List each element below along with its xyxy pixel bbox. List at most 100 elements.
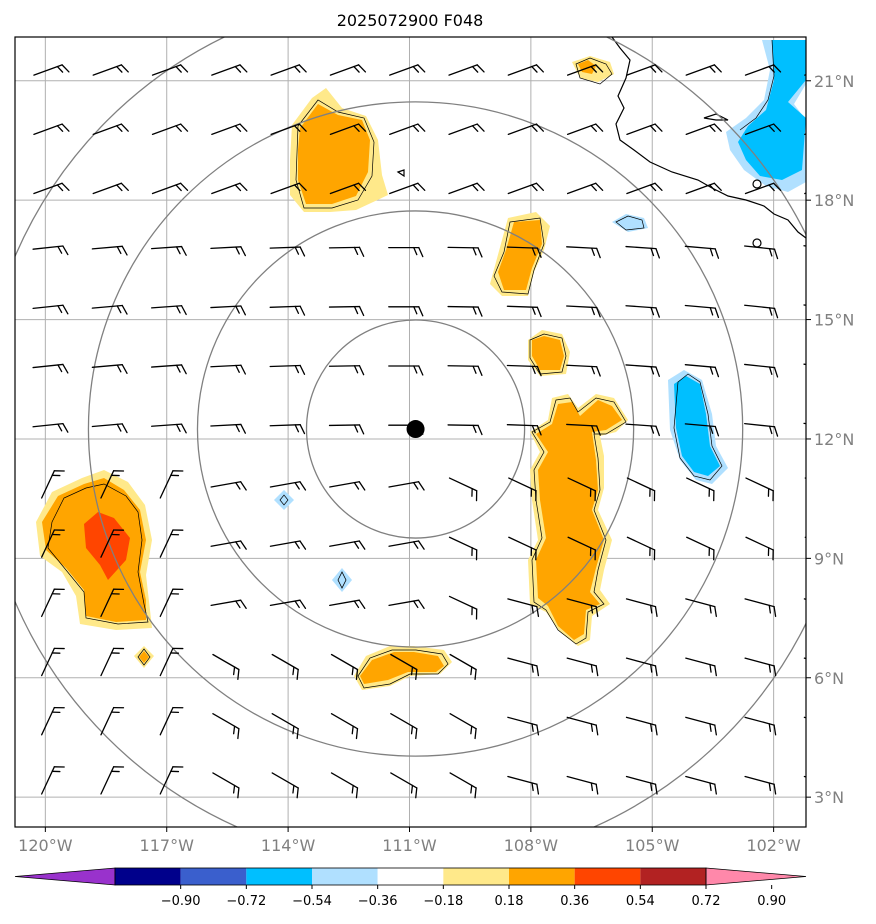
wind-barb	[566, 598, 599, 618]
wind-barb	[330, 772, 359, 799]
wind-barb	[625, 598, 658, 618]
wind-barb	[626, 123, 663, 135]
wind-barb	[803, 363, 806, 369]
colorbar-outline	[114, 867, 707, 886]
wind-barb	[744, 657, 777, 677]
colorbar-segment	[574, 868, 641, 885]
wind-barb	[150, 305, 187, 316]
wind-barb	[566, 246, 601, 259]
contour-lines	[47, 39, 775, 689]
wind-barb	[269, 599, 307, 610]
latitude-labels: 21°N 18°N 15°N 12°N 9°N 6°N 3°N	[806, 72, 854, 807]
wind-barb	[684, 364, 720, 378]
wind-barb	[159, 706, 184, 736]
wind-barb	[566, 305, 601, 318]
wind-barb	[389, 123, 426, 135]
wind-barb	[507, 716, 540, 736]
range-ring	[196, 210, 635, 648]
wind-barb	[328, 365, 365, 376]
wind-barb	[449, 713, 477, 740]
wind-barb	[41, 706, 65, 736]
wind-barb	[567, 477, 596, 502]
wind-barb	[328, 424, 365, 435]
wind-barb	[625, 657, 658, 677]
wind-barb	[449, 653, 477, 680]
wind-barb	[506, 364, 542, 377]
wind-barb	[329, 64, 367, 76]
wind-barb	[269, 481, 307, 491]
colorbar-tick-label: −0.18	[423, 894, 463, 909]
wind-barb	[159, 647, 184, 677]
wind-barb	[388, 246, 424, 258]
wind-barb	[100, 647, 125, 677]
wind-barb	[745, 477, 774, 502]
wind-barb	[625, 364, 660, 377]
wind-barb	[32, 245, 69, 256]
shaded-field	[36, 40, 806, 690]
wind-barb	[625, 305, 660, 318]
wind-barb	[744, 64, 782, 76]
wind-barb	[685, 182, 722, 195]
wind-barb	[100, 470, 125, 499]
wind-barb	[566, 123, 604, 135]
wind-barb	[566, 423, 601, 436]
wind-barb	[41, 766, 65, 795]
wind-barb	[210, 481, 247, 491]
colorbar: −0.90 −0.72 −0.54 −0.36 −0.18 0.18 0.36 0.54 0.7…	[14, 867, 807, 909]
wind-barb	[684, 423, 720, 437]
negative-small-1	[612, 214, 648, 232]
lon-label: 114°W	[261, 836, 316, 855]
lon-label: 108°W	[504, 836, 559, 855]
map-frame	[14, 36, 807, 828]
wind-barb	[804, 123, 806, 135]
wind-barb	[625, 245, 660, 259]
wind-barb	[685, 657, 717, 677]
wind-barb	[269, 540, 307, 550]
wind-barb	[210, 599, 247, 610]
wind-barb	[566, 364, 601, 377]
wind-barb	[389, 182, 426, 195]
wind-barb	[506, 246, 542, 258]
wind-barb	[506, 424, 542, 436]
wind-barb	[508, 536, 537, 561]
colorbar-tick-label: 0.36	[560, 894, 589, 909]
lat-label: 3°N	[814, 788, 844, 807]
wind-barb	[507, 598, 540, 618]
wind-barb	[744, 245, 779, 260]
wind-barb	[745, 536, 774, 561]
wind-barb	[507, 775, 540, 795]
wind-barb	[447, 246, 483, 258]
range-ring	[305, 319, 526, 539]
wind-barb	[507, 64, 544, 76]
wind-barb	[744, 123, 782, 135]
wind-barb	[448, 536, 478, 561]
wind-barb	[100, 588, 125, 618]
wind-barb	[41, 647, 65, 677]
wind-barb	[626, 64, 663, 76]
storm-center-marker	[406, 420, 425, 439]
wind-barb	[566, 182, 604, 195]
colorbar-segment	[377, 868, 444, 885]
wind-barb	[448, 595, 478, 620]
wind-barb	[211, 64, 248, 76]
wind-barb	[625, 775, 658, 795]
wind-barb	[269, 246, 306, 257]
colorbar-segment	[312, 868, 378, 885]
wind-barb	[91, 245, 128, 256]
wind-barb	[388, 481, 425, 491]
positive-small-1-mid	[139, 651, 149, 663]
wind-barb	[159, 529, 184, 558]
lat-label: 21°N	[814, 72, 854, 91]
wind-barb	[804, 477, 806, 492]
positive-region-south-mid	[360, 652, 444, 684]
wind-barb	[388, 365, 424, 376]
wind-barb	[685, 598, 717, 618]
wind-barb	[270, 123, 307, 135]
wind-barb	[212, 713, 240, 740]
colorbar-extend-low	[14, 867, 116, 886]
range-ring	[87, 101, 744, 757]
wind-barb	[566, 775, 599, 795]
wind-barb	[270, 64, 307, 76]
wind-barb	[100, 529, 125, 558]
wind-barb	[32, 304, 69, 315]
